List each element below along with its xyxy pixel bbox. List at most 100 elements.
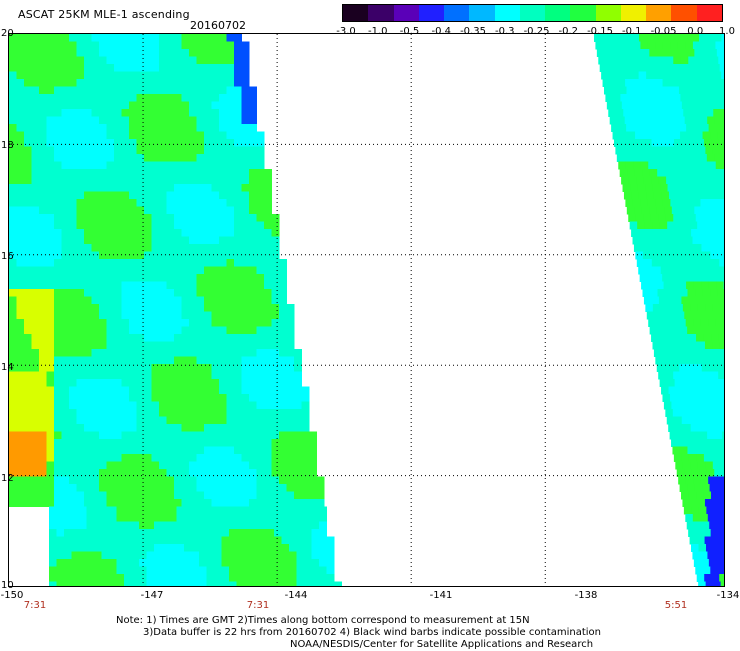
swath-cell xyxy=(708,199,716,207)
swath-cell xyxy=(39,424,47,432)
swath-cell xyxy=(264,357,272,365)
swath-cell xyxy=(625,117,633,125)
swath-cell xyxy=(309,492,317,500)
swath-cell xyxy=(129,432,137,440)
swath-cell xyxy=(656,319,664,327)
swath-cell xyxy=(204,102,212,110)
swath-cell xyxy=(212,132,220,140)
swath-cell xyxy=(177,537,185,545)
swath-cell xyxy=(204,447,212,455)
swath-cell xyxy=(47,244,55,252)
swath-cell xyxy=(219,432,227,440)
swath-cell xyxy=(227,342,235,350)
swath-cell xyxy=(204,117,212,125)
swath-cell xyxy=(159,297,167,305)
swath-cell xyxy=(711,529,719,537)
swath-cell xyxy=(39,109,47,117)
swath-cell xyxy=(720,304,724,312)
swath-cell xyxy=(154,507,162,515)
swath-cell xyxy=(282,514,290,522)
swath-cell xyxy=(144,79,152,87)
swath-cell xyxy=(189,117,197,125)
swath-cell xyxy=(24,349,32,357)
swath-cell xyxy=(84,94,92,102)
swath-cell xyxy=(282,537,290,545)
swath-cell xyxy=(17,184,25,192)
swath-cell xyxy=(685,357,693,365)
swath-cell xyxy=(129,379,137,387)
swath-cell xyxy=(144,357,152,365)
swath-cell xyxy=(32,139,40,147)
swath-cell xyxy=(62,244,70,252)
swath-cell xyxy=(650,289,658,297)
swath-cell xyxy=(257,319,265,327)
swath-cell xyxy=(197,327,205,335)
swath-cell xyxy=(234,282,242,290)
swath-cell xyxy=(710,484,718,492)
swath-cell xyxy=(229,522,237,530)
swath-cell xyxy=(257,177,265,185)
swath-cell xyxy=(24,94,32,102)
swath-cell xyxy=(162,582,170,587)
swath-cell xyxy=(249,177,257,185)
swath-cell xyxy=(668,424,676,432)
swath-cell xyxy=(669,192,677,200)
swath-cell xyxy=(249,357,257,365)
swath-cell xyxy=(219,57,227,65)
swath-cell xyxy=(634,244,642,252)
swath-cell xyxy=(62,222,70,230)
swath-cell xyxy=(227,109,235,117)
swath-cell xyxy=(204,402,212,410)
swath-cell xyxy=(272,477,280,485)
swath-cell xyxy=(129,87,137,95)
swath-cell xyxy=(710,252,718,260)
swath-cell xyxy=(107,334,115,342)
swath-cell xyxy=(107,492,115,500)
swath-cell xyxy=(257,139,265,147)
swath-cell xyxy=(99,147,107,155)
swath-cell xyxy=(279,499,287,507)
swath-cell xyxy=(274,544,282,552)
swath-cell xyxy=(122,79,130,87)
swath-cell xyxy=(17,139,25,147)
swath-cell xyxy=(257,132,265,140)
swath-cell xyxy=(257,274,265,282)
swath-cell xyxy=(257,349,265,357)
swath-cell xyxy=(174,139,182,147)
swath-cell xyxy=(647,34,655,42)
swath-cell xyxy=(117,522,125,530)
swath-cell xyxy=(212,349,220,357)
swath-cell xyxy=(99,334,107,342)
swath-cell xyxy=(174,402,182,410)
swath-cell xyxy=(677,274,685,282)
swath-cell xyxy=(644,259,652,267)
swath-cell xyxy=(144,319,152,327)
swath-cell xyxy=(162,537,170,545)
swath-cell xyxy=(17,132,25,140)
swath-cell xyxy=(279,312,287,320)
swath-cell xyxy=(122,222,130,230)
swath-cell xyxy=(197,319,205,327)
swath-cell xyxy=(242,297,250,305)
swath-cell xyxy=(684,312,692,320)
swath-cell xyxy=(152,447,160,455)
swath-cell xyxy=(662,312,670,320)
swath-cell xyxy=(713,267,721,275)
swath-cell xyxy=(114,334,122,342)
swath-cell xyxy=(691,267,699,275)
swath-cell xyxy=(319,559,327,567)
swath-cell xyxy=(107,252,115,260)
swath-cell xyxy=(167,139,175,147)
swath-cell xyxy=(144,379,152,387)
swath-cell xyxy=(252,567,260,575)
swath-cell xyxy=(687,169,695,177)
swath-cell xyxy=(167,102,175,110)
swath-cell xyxy=(718,529,724,537)
swath-cell xyxy=(9,42,17,50)
swath-cell xyxy=(229,559,237,567)
swath-cell xyxy=(122,462,130,470)
swath-cell xyxy=(107,282,115,290)
swath-cell xyxy=(244,514,252,522)
swath-cell xyxy=(279,267,287,275)
swath-cell xyxy=(334,582,342,587)
